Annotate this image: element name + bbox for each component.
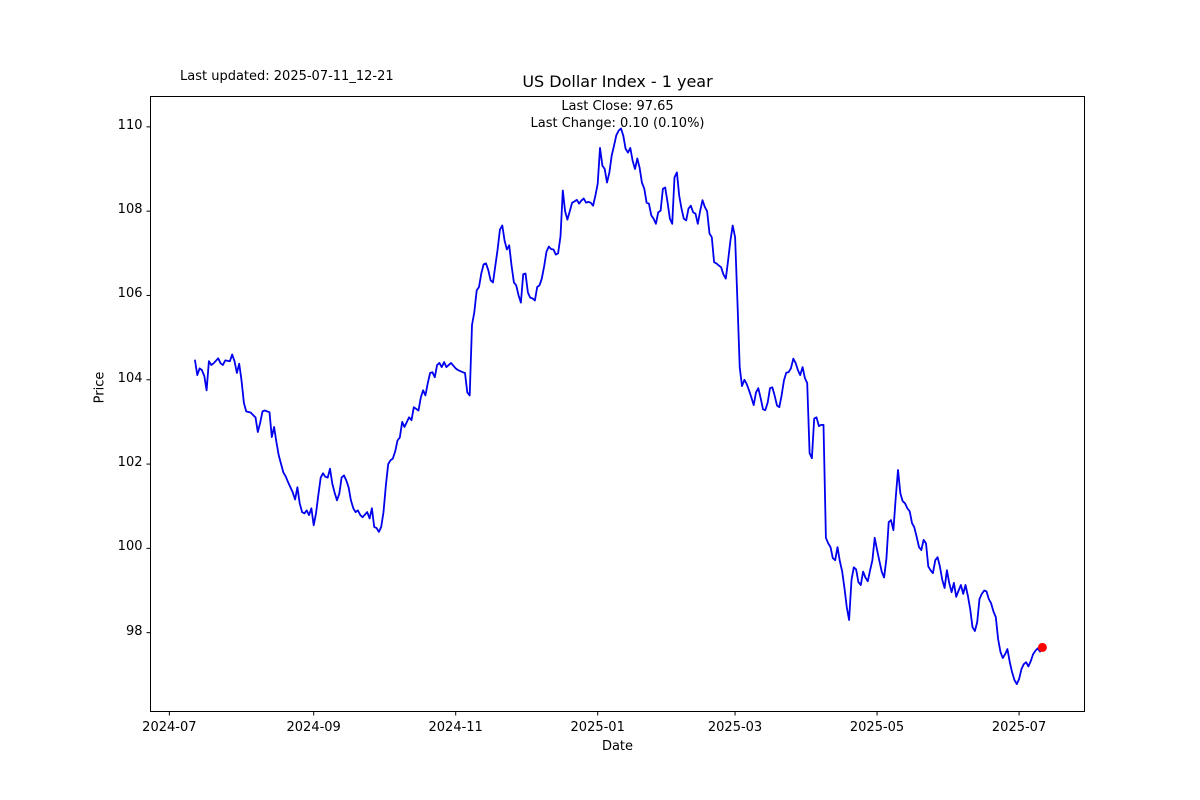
x-tick-label: 2025-01 xyxy=(570,720,625,735)
x-tick-label: 2024-07 xyxy=(142,720,197,735)
last-close-text: Last Close: 97.65 xyxy=(561,99,674,114)
x-tick-label: 2025-07 xyxy=(991,720,1047,735)
y-tick-label: 102 xyxy=(117,455,143,471)
x-tick-label: 2024-11 xyxy=(428,720,483,735)
y-tick-label: 100 xyxy=(117,539,143,555)
y-axis-label: Price xyxy=(92,371,108,404)
last-updated-text: Last updated: 2025-07-11_12-21 xyxy=(180,69,394,84)
price-line xyxy=(194,127,1044,685)
x-tick-label: 2025-03 xyxy=(707,720,763,735)
last-price-marker xyxy=(1037,642,1047,652)
y-tick-label: 98 xyxy=(125,623,143,639)
chart-title: US Dollar Index - 1 year xyxy=(522,72,713,91)
y-tick-label: 108 xyxy=(117,202,143,218)
x-tick-label: 2024-09 xyxy=(286,720,341,735)
y-tick-label: 110 xyxy=(117,117,143,133)
x-axis-label: Date xyxy=(601,739,634,754)
y-tick-label: 104 xyxy=(117,370,143,386)
y-tick-label: 106 xyxy=(117,286,143,302)
last-change-text: Last Change: 0.10 (0.10%) xyxy=(530,116,705,131)
plot-border xyxy=(150,96,1085,712)
axis-ticks xyxy=(146,126,1020,716)
x-tick-label: 2025-05 xyxy=(849,720,905,735)
